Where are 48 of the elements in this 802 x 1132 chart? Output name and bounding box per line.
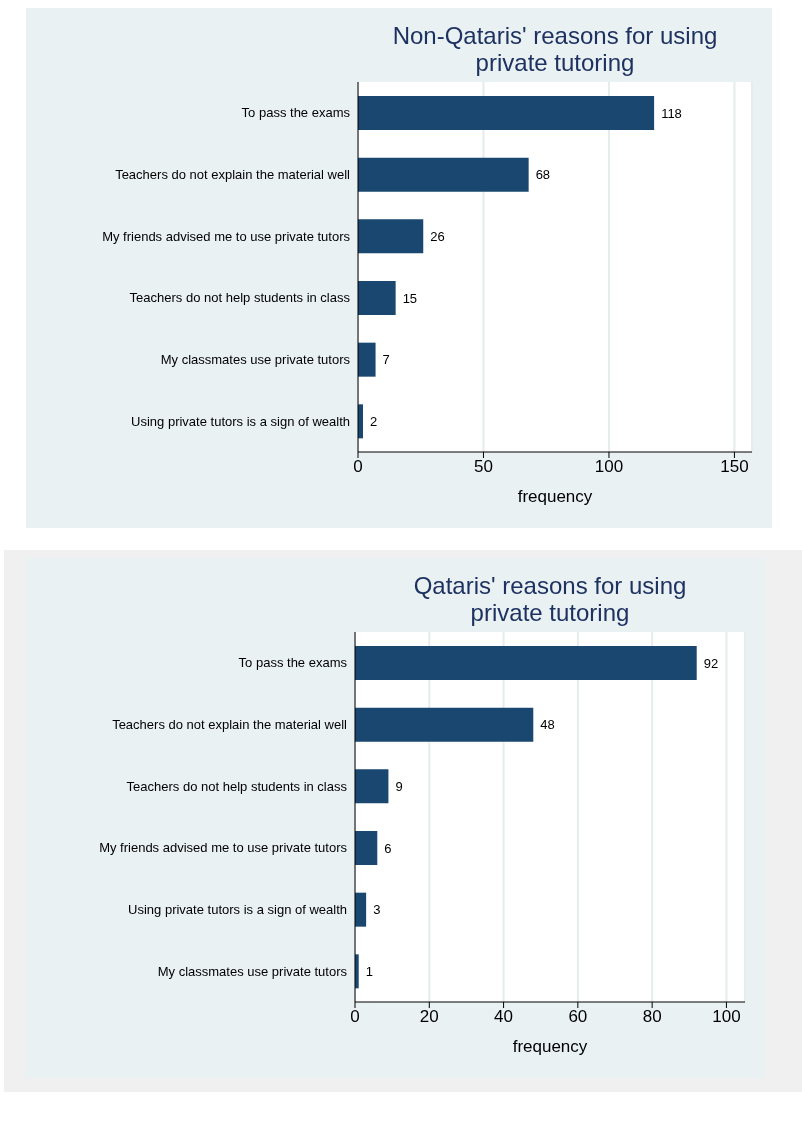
data-label: 118 bbox=[661, 105, 682, 121]
y-tick-label: Teachers do not explain the material well bbox=[115, 167, 351, 183]
bar bbox=[358, 96, 655, 130]
x-tick-label: 60 bbox=[568, 1007, 588, 1027]
y-tick-label: My friends advised me to use private tutors bbox=[102, 228, 351, 244]
data-label: 6 bbox=[384, 840, 392, 856]
data-label: 15 bbox=[402, 290, 418, 306]
bar bbox=[355, 831, 378, 865]
data-label: 2 bbox=[370, 413, 378, 429]
x-tick-label: 0 bbox=[350, 1007, 360, 1027]
data-label: 3 bbox=[373, 902, 381, 918]
y-tick-label: My classmates use private tutors bbox=[160, 352, 351, 368]
y-tick-label: Teachers do not help students in class bbox=[126, 778, 348, 794]
y-tick-label: Using private tutors is a sign of wealth bbox=[131, 413, 350, 429]
bar bbox=[355, 646, 697, 680]
bar bbox=[358, 219, 424, 254]
y-tick-label: Teachers do not help students in class bbox=[129, 290, 351, 306]
x-tick-label: 50 bbox=[474, 457, 493, 477]
bar bbox=[355, 707, 534, 742]
x-tick-label: 100 bbox=[594, 457, 624, 477]
y-tick-label: To pass the exams bbox=[238, 655, 348, 671]
data-label: 68 bbox=[535, 167, 551, 183]
bar bbox=[355, 892, 367, 927]
x-tick-label: 80 bbox=[642, 1007, 662, 1027]
x-tick-label: 0 bbox=[353, 457, 363, 477]
x-axis-title: frequency bbox=[517, 487, 593, 506]
bar bbox=[358, 157, 529, 192]
y-tick-label: My classmates use private tutors bbox=[157, 963, 348, 979]
bar bbox=[358, 342, 376, 377]
data-label: 92 bbox=[703, 655, 719, 671]
data-label: 26 bbox=[430, 228, 445, 244]
data-label: 7 bbox=[382, 352, 390, 368]
data-label: 9 bbox=[395, 778, 403, 794]
y-tick-label: Teachers do not explain the material well bbox=[112, 717, 348, 733]
bar bbox=[358, 281, 396, 315]
x-tick-label: 150 bbox=[720, 457, 749, 477]
x-tick-label: 100 bbox=[712, 1007, 741, 1027]
data-label: 48 bbox=[540, 717, 555, 733]
chart-title: Qataris' reasons for using private tutoring bbox=[412, 572, 688, 628]
chart-title: Non-Qataris' reasons for using private tutoring bbox=[391, 22, 719, 78]
x-tick-label: 20 bbox=[419, 1007, 439, 1027]
bar bbox=[355, 769, 389, 804]
y-tick-label: To pass the exams bbox=[241, 105, 351, 121]
y-tick-label: My friends advised me to use private tutors bbox=[99, 840, 348, 856]
x-axis-title: frequency bbox=[512, 1037, 588, 1056]
data-label: 1 bbox=[365, 963, 373, 979]
y-tick-label: Using private tutors is a sign of wealth bbox=[128, 902, 347, 918]
x-tick-label: 40 bbox=[494, 1007, 514, 1027]
